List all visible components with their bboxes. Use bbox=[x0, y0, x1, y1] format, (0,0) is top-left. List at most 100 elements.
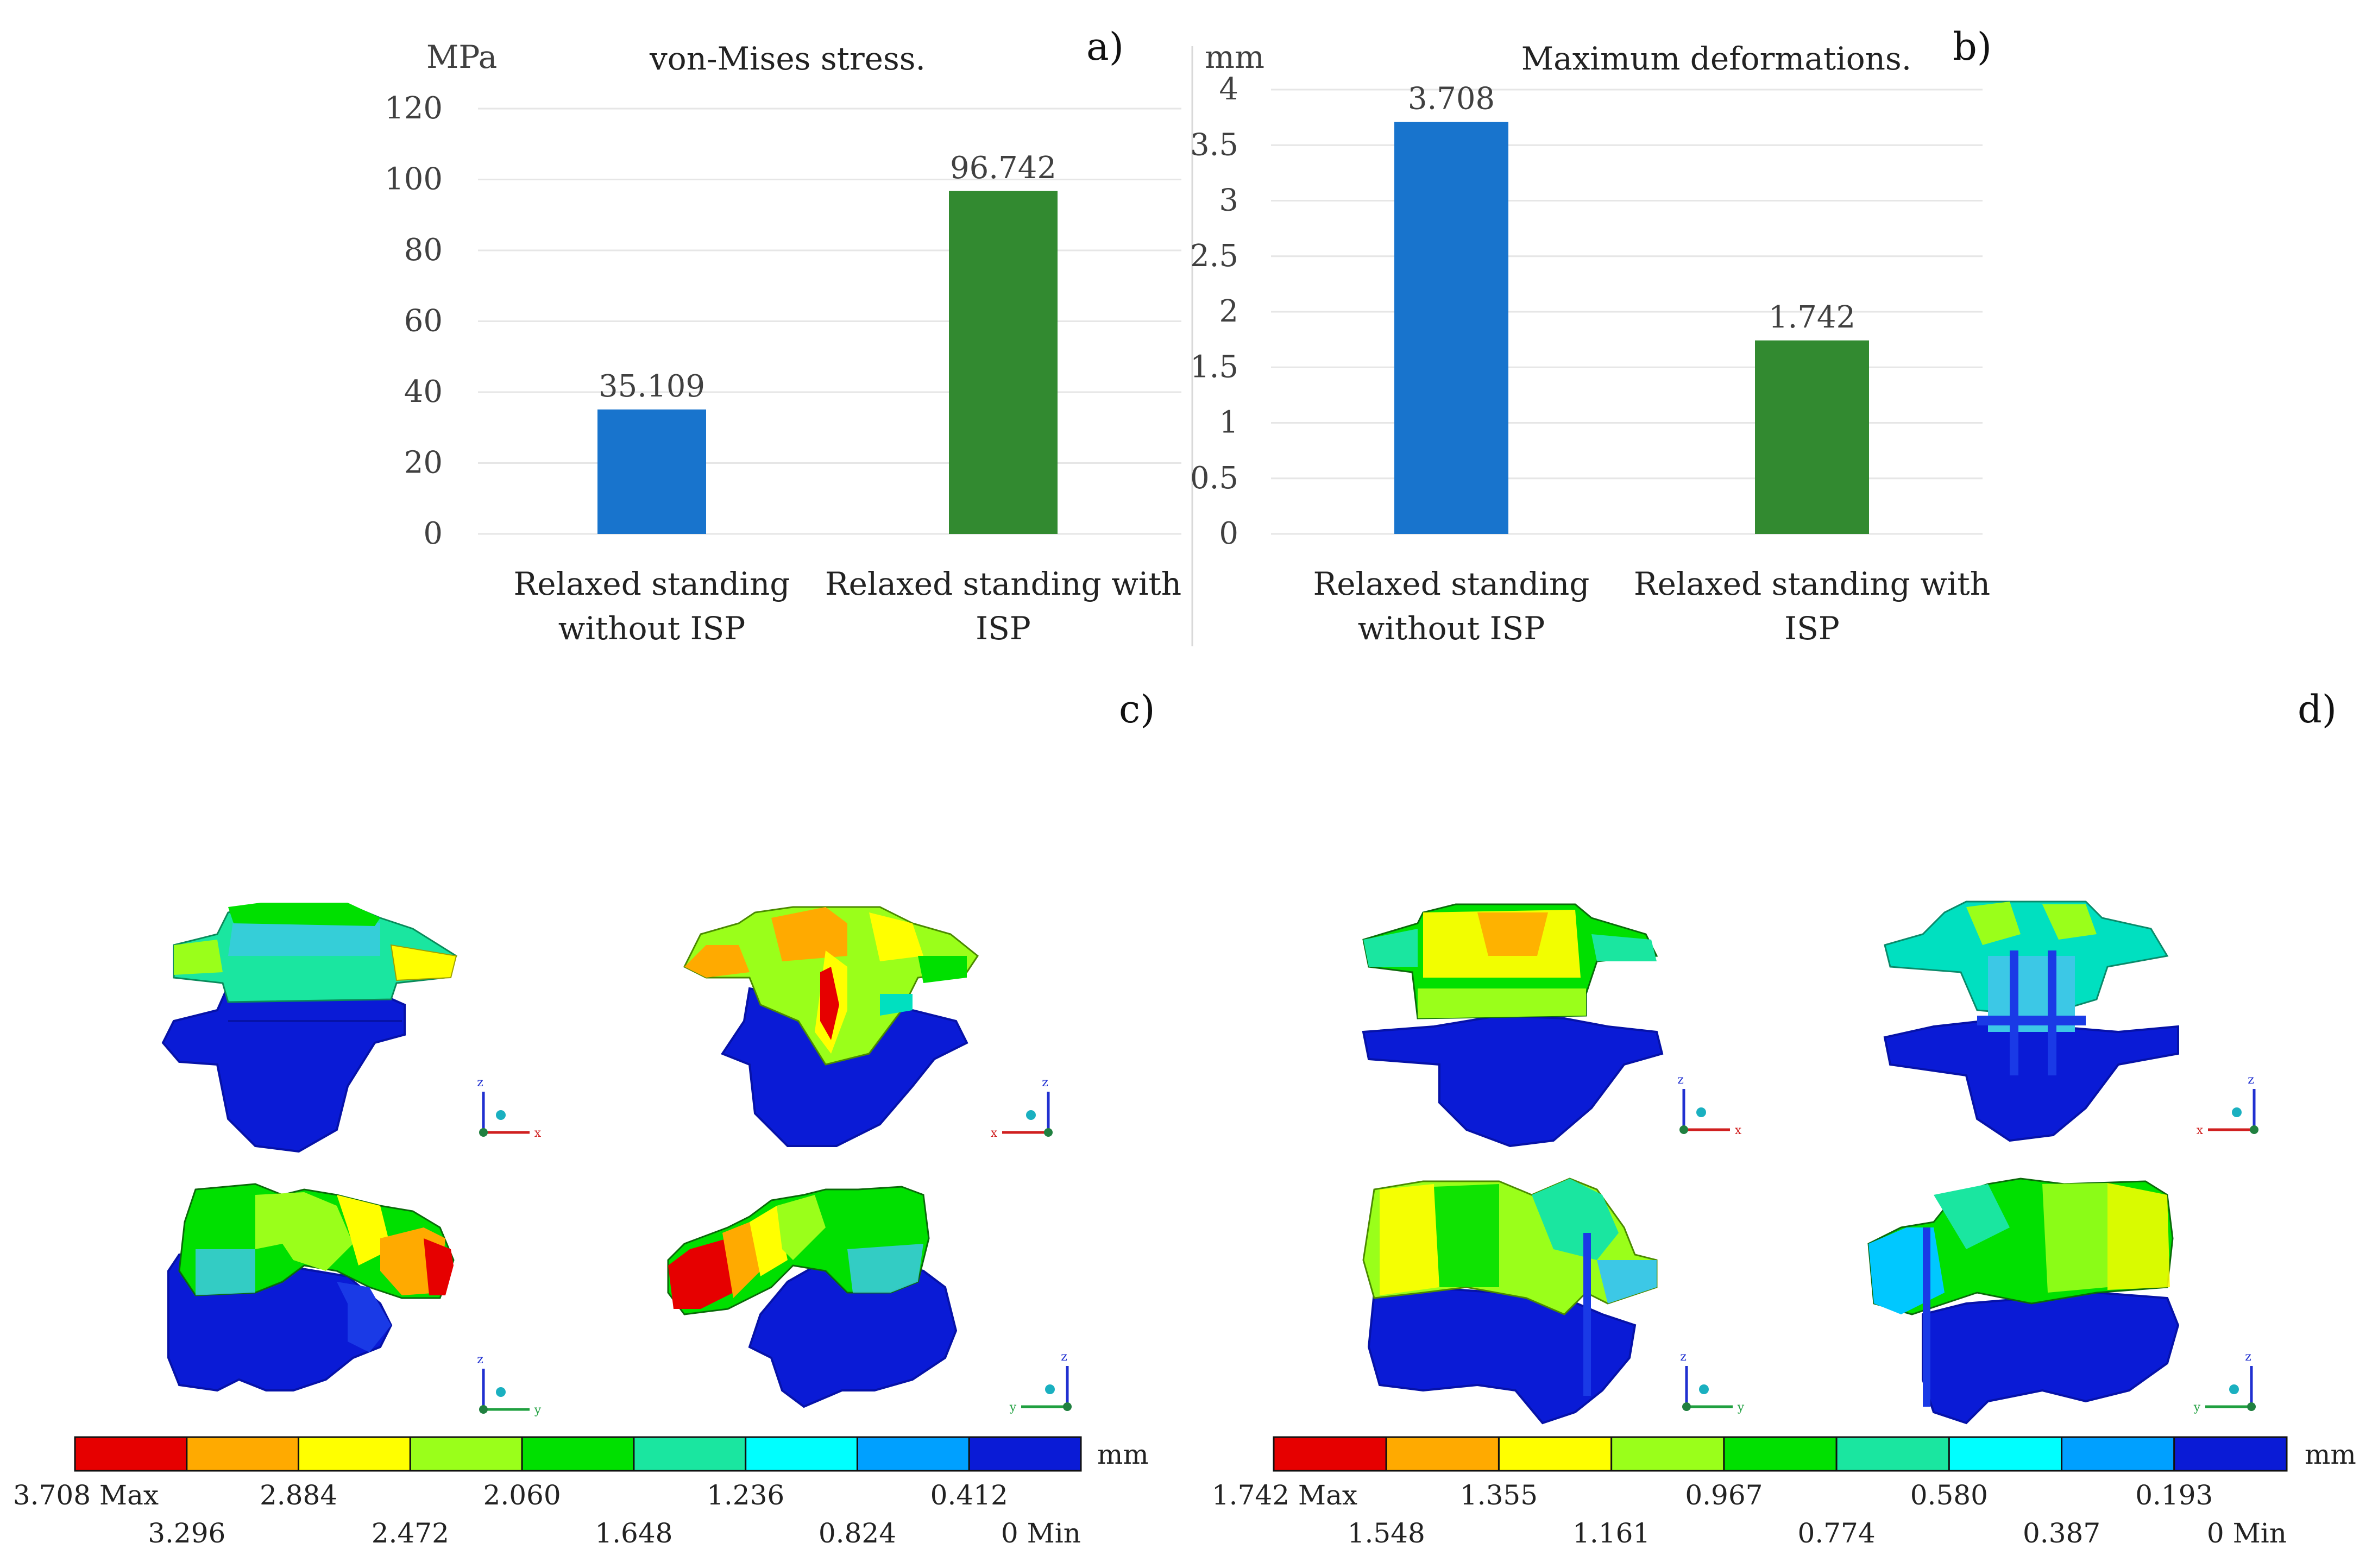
y-tick-label: 2 bbox=[1219, 294, 1238, 329]
panel-label-b: b) bbox=[1953, 24, 1992, 69]
color-legend-c: mm 3.708 Max 2.884 2.060 1.236 0.412 3.296 2.… bbox=[13, 1436, 1149, 1549]
legend-top-label: 1.355 bbox=[1460, 1479, 1538, 1511]
data-label: 3.708 bbox=[1408, 81, 1495, 117]
legend-swatch bbox=[2061, 1436, 2175, 1472]
legend-swatch bbox=[521, 1436, 635, 1472]
x-category-label: without ISP bbox=[558, 610, 746, 647]
data-label: 35.109 bbox=[599, 369, 705, 404]
chart-b-bars bbox=[1394, 122, 1869, 534]
axis-triad: zy bbox=[2193, 1350, 2256, 1414]
y-tick-label: 20 bbox=[404, 445, 443, 481]
bar-without-isp bbox=[1394, 122, 1508, 534]
legend-swatch bbox=[745, 1436, 858, 1472]
triad-h-label: y bbox=[1737, 1401, 1745, 1414]
chart-b-value-labels: 3.708 1.742 bbox=[1408, 81, 1855, 335]
y-tick-label: 100 bbox=[385, 162, 443, 197]
legend-swatch bbox=[2173, 1436, 2288, 1472]
y-tick-label: 120 bbox=[385, 91, 443, 126]
axis-triad: zx bbox=[991, 1076, 1053, 1140]
chart-b-gridlines bbox=[1271, 89, 1983, 535]
panel-label-d: d) bbox=[2298, 687, 2337, 732]
bar-with-isp bbox=[1755, 340, 1869, 534]
bar-with-isp bbox=[949, 191, 1058, 534]
y-tick-label: 0.5 bbox=[1190, 461, 1238, 496]
legend-bottom-label: 1.161 bbox=[1572, 1517, 1650, 1549]
triad-z-label: z bbox=[477, 1076, 483, 1090]
chart-a-category-labels: Relaxed standing without ISP Relaxed stand… bbox=[514, 565, 1182, 647]
y-tick-label: 4 bbox=[1219, 72, 1238, 107]
legend-bottom-label: 1.548 bbox=[1348, 1517, 1425, 1549]
x-category-label: Relaxed standing with bbox=[825, 565, 1181, 602]
y-tick-label: 3.5 bbox=[1190, 127, 1238, 162]
legend-swatch bbox=[1498, 1436, 1613, 1472]
legend-swatch bbox=[186, 1436, 300, 1472]
axis-triad: zx bbox=[477, 1076, 542, 1140]
x-category-label: Relaxed standing with bbox=[1634, 565, 1990, 602]
y-tick-label: 3 bbox=[1219, 183, 1238, 218]
legend-bottom-label: 0.774 bbox=[1798, 1517, 1876, 1549]
legend-d-unit: mm bbox=[2305, 1439, 2356, 1470]
vertebra-c-back bbox=[683, 906, 979, 1147]
x-category-label: without ISP bbox=[1358, 610, 1545, 647]
legend-c-bottom-labels: 3.296 2.472 1.648 0.824 0 Min bbox=[148, 1517, 1081, 1549]
legend-top-label: 0.412 bbox=[930, 1479, 1008, 1511]
x-category-label: ISP bbox=[1784, 610, 1840, 647]
legend-c-unit: mm bbox=[1097, 1439, 1149, 1470]
y-tick-label: 0 bbox=[423, 516, 443, 551]
legend-top-label: 3.708 Max bbox=[13, 1479, 159, 1511]
bar-without-isp bbox=[597, 409, 706, 534]
vertebra-c-front bbox=[161, 903, 457, 1153]
chart-b-category-labels: Relaxed standing without ISP Relaxed stand… bbox=[1313, 565, 1991, 647]
legend-d-bottom-labels: 1.548 1.161 0.774 0.387 0 Min bbox=[1348, 1517, 2287, 1549]
vertebra-d-front bbox=[1362, 903, 1664, 1148]
data-label: 96.742 bbox=[950, 150, 1056, 186]
legend-c-top-labels: 3.708 Max 2.884 2.060 1.236 0.412 bbox=[13, 1479, 1008, 1511]
legend-top-label: 2.884 bbox=[260, 1479, 337, 1511]
chart-a-gridlines bbox=[478, 108, 1181, 535]
vertebra-d-lateral-left bbox=[1867, 1177, 2180, 1425]
y-tick-label: 80 bbox=[404, 232, 443, 268]
legend-top-label: 1.742 Max bbox=[1212, 1479, 1357, 1511]
legend-c-swatches bbox=[74, 1436, 1082, 1472]
triad-h-label: y bbox=[2193, 1401, 2201, 1414]
vertebra-d-back bbox=[1883, 901, 2179, 1142]
chart-b-yaxis: 0 0.5 1 1.5 2 2.5 3 3.5 4 bbox=[1190, 72, 1238, 551]
legend-swatch bbox=[1723, 1436, 1838, 1472]
triad-z-label: z bbox=[2245, 1350, 2251, 1364]
legend-swatch bbox=[1610, 1436, 1725, 1472]
legend-top-label: 1.236 bbox=[707, 1479, 784, 1511]
panel-label-c: c) bbox=[1119, 687, 1155, 732]
legend-bottom-label: 0 Min bbox=[1001, 1517, 1081, 1549]
chart-a-ylabel: MPa bbox=[426, 39, 497, 75]
legend-swatch bbox=[1835, 1436, 1950, 1472]
y-tick-label: 60 bbox=[404, 304, 443, 339]
x-category-label: Relaxed standing bbox=[514, 565, 790, 602]
legend-top-label: 0.967 bbox=[1685, 1479, 1763, 1511]
chart-a: MPa von-Mises stress. a) 0 20 40 60 80 100 120… bbox=[385, 24, 1181, 647]
chart-b-title: Maximum deformations. bbox=[1521, 40, 1912, 77]
legend-swatch bbox=[74, 1436, 188, 1472]
legend-swatch bbox=[409, 1436, 523, 1472]
vertebra-c-lateral-right bbox=[167, 1183, 455, 1392]
triad-z-label: z bbox=[1680, 1350, 1687, 1364]
x-category-label: ISP bbox=[976, 610, 1031, 647]
legend-swatch bbox=[1385, 1436, 1500, 1472]
legend-bottom-label: 3.296 bbox=[148, 1517, 225, 1549]
axis-triad: zx bbox=[1677, 1073, 1742, 1137]
triad-h-label: x bbox=[2197, 1124, 2204, 1137]
color-legend-d: mm 1.742 Max 1.355 0.967 0.580 0.193 1.548 1.… bbox=[1212, 1436, 2356, 1549]
legend-d-top-labels: 1.742 Max 1.355 0.967 0.580 0.193 bbox=[1212, 1479, 2213, 1511]
y-tick-label: 1.5 bbox=[1190, 349, 1238, 385]
chart-b-ylabel: mm bbox=[1205, 39, 1264, 75]
y-tick-label: 1 bbox=[1219, 405, 1238, 440]
chart-a-bars bbox=[597, 191, 1058, 534]
legend-bottom-label: 0 Min bbox=[2207, 1517, 2287, 1549]
legend-swatch bbox=[633, 1436, 747, 1472]
triad-z-label: z bbox=[1061, 1350, 1067, 1364]
fe-render-d bbox=[1362, 901, 2180, 1425]
legend-bottom-label: 1.648 bbox=[595, 1517, 672, 1549]
legend-bottom-label: 2.472 bbox=[372, 1517, 449, 1549]
vertebra-d-lateral-right bbox=[1362, 1177, 1658, 1425]
